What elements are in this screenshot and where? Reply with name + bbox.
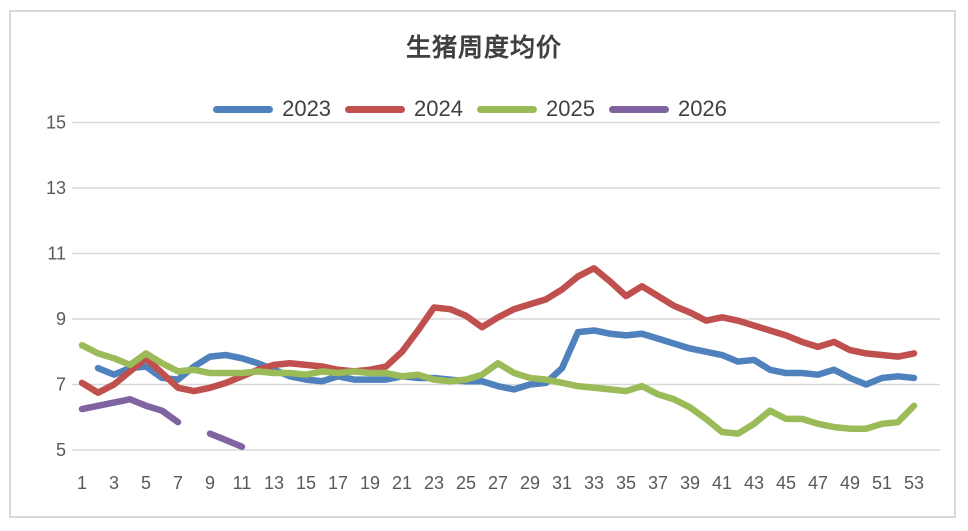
x-axis-labels: 1 3 5 7 9 11 13 15 17 19 21 23 25 27 29 31 33 35 37 39 41 43 4…	[77, 473, 924, 493]
svg-text:49: 49	[840, 473, 860, 493]
svg-text:7: 7	[173, 473, 183, 493]
svg-text:47: 47	[808, 473, 828, 493]
svg-text:35: 35	[616, 473, 636, 493]
legend-label-2023: 2023	[282, 96, 332, 121]
svg-text:15: 15	[296, 473, 316, 493]
svg-text:11: 11	[233, 473, 252, 493]
legend-label-2025: 2025	[546, 96, 595, 121]
svg-text:27: 27	[488, 473, 508, 493]
legend-line-2024-icon	[345, 105, 406, 113]
svg-text:25: 25	[456, 473, 476, 493]
legend-label-2026: 2026	[677, 96, 727, 121]
svg-text:19: 19	[360, 473, 380, 493]
svg-text:1: 1	[77, 473, 87, 493]
svg-text:37: 37	[648, 473, 668, 493]
svg-text:39: 39	[680, 473, 700, 493]
svg-text:31: 31	[552, 473, 572, 493]
svg-text:41: 41	[712, 473, 732, 493]
svg-text:23: 23	[424, 473, 444, 493]
legend: 2023 2024 2025 2026	[0, 96, 940, 122]
svg-text:43: 43	[744, 473, 764, 493]
legend-item-2024: 2024	[345, 96, 463, 122]
svg-text:53: 53	[904, 473, 924, 493]
svg-text:15: 15	[46, 113, 66, 133]
legend-item-2025: 2025	[477, 96, 595, 122]
legend-line-2025-icon	[477, 105, 537, 113]
svg-text:51: 51	[872, 473, 892, 493]
svg-text:21: 21	[392, 473, 412, 493]
svg-text:33: 33	[584, 473, 604, 493]
svg-text:9: 9	[56, 309, 66, 329]
chart-title: 生猪周度均价	[405, 33, 562, 62]
gridlines	[72, 121, 940, 451]
svg-text:17: 17	[328, 473, 348, 493]
svg-text:11: 11	[47, 244, 66, 264]
legend-line-2026-icon	[608, 105, 669, 113]
legend-line-2023-icon	[213, 105, 274, 113]
series-line-2024	[78, 264, 918, 396]
svg-text:13: 13	[264, 473, 284, 493]
legend-label-2024: 2024	[414, 96, 463, 121]
svg-text:5: 5	[56, 440, 66, 460]
svg-text:9: 9	[205, 473, 215, 493]
chart-frame	[9, 10, 956, 518]
svg-text:29: 29	[520, 473, 540, 493]
y-axis-labels: 5 7 9 11 13 15	[46, 113, 66, 461]
series-line-2023	[94, 327, 918, 393]
series-line-2026	[78, 395, 246, 450]
svg-text:5: 5	[141, 473, 151, 493]
svg-text:3: 3	[109, 473, 119, 493]
series-line-2025	[78, 341, 918, 437]
legend-item-2023: 2023	[213, 96, 331, 122]
svg-text:45: 45	[776, 473, 796, 493]
svg-text:13: 13	[46, 178, 66, 198]
legend-item-2026: 2026	[608, 96, 727, 122]
svg-text:7: 7	[56, 375, 66, 395]
